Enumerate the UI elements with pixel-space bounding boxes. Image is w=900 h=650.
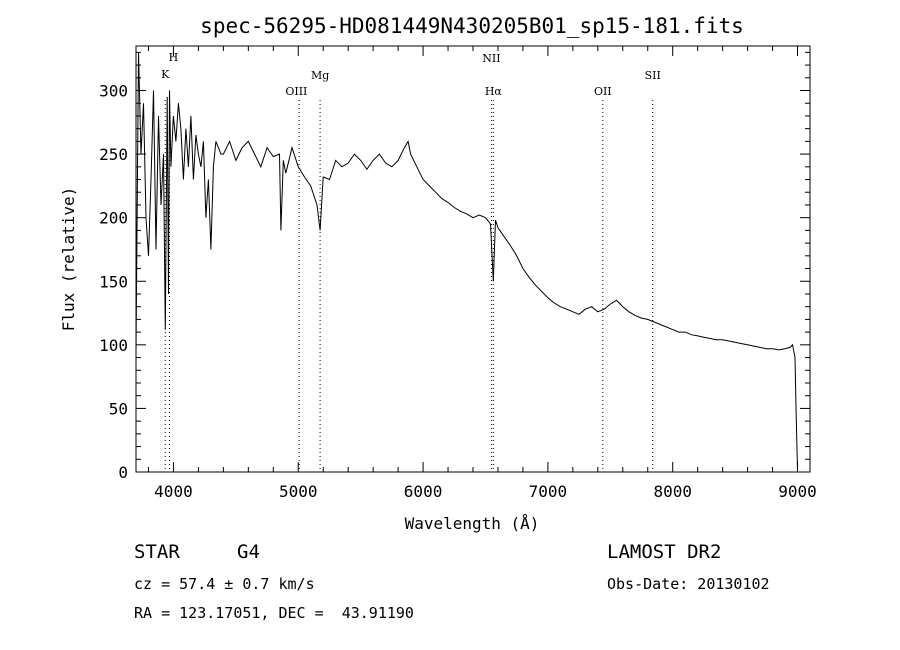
line-marker-label: H [169, 51, 179, 64]
y-tick-label: 100 [99, 336, 128, 355]
line-marker-label: NII [482, 52, 500, 65]
line-marker-label: OIII [285, 85, 307, 98]
tick-layer: 4000 5000 6000 7000 8000 9000 0 50 100 150 200 250 3… [99, 46, 817, 501]
y-tick-label: 300 [99, 82, 128, 101]
x-tick-label: 5000 [279, 482, 318, 501]
observation-date: Obs-Date: 20130102 [607, 575, 770, 593]
y-tick-label: 50 [109, 399, 128, 418]
y-tick-label: 200 [99, 209, 128, 228]
line-marker-label: Mg [311, 69, 329, 82]
y-tick-label: 0 [118, 463, 128, 482]
line-marker-label: K [161, 68, 170, 81]
emission-line-markers: KH OIII Mg NII Hα OII SII [161, 51, 661, 472]
redshift-readout: cz = 57.4 ± 0.7 km/s [134, 575, 315, 593]
object-class: STAR [134, 541, 180, 563]
line-marker-label: SII [645, 69, 661, 82]
plot-frame [135, 45, 811, 473]
y-axis-label: Flux (relative) [59, 187, 78, 332]
x-tick-label: 7000 [529, 482, 568, 501]
x-axis-label: Wavelength (Å) [405, 514, 540, 533]
x-tick-label: 4000 [154, 482, 193, 501]
x-tick-label: 9000 [778, 482, 817, 501]
y-tick-label: 150 [99, 272, 128, 291]
object-subclass: G4 [237, 541, 260, 563]
survey-name: LAMOST DR2 [607, 541, 722, 563]
coordinates-readout: RA = 123.17051, DEC = 43.91190 [134, 604, 414, 622]
line-marker-label: OII [594, 85, 612, 98]
chart-title: spec-56295-HD081449N430205B01_sp15-181.f… [200, 14, 744, 38]
y-tick-label: 250 [99, 145, 128, 164]
spectrum-line [135, 52, 798, 470]
x-tick-label: 8000 [653, 482, 692, 501]
line-marker-label: Hα [485, 85, 503, 98]
x-tick-label: 6000 [404, 482, 443, 501]
